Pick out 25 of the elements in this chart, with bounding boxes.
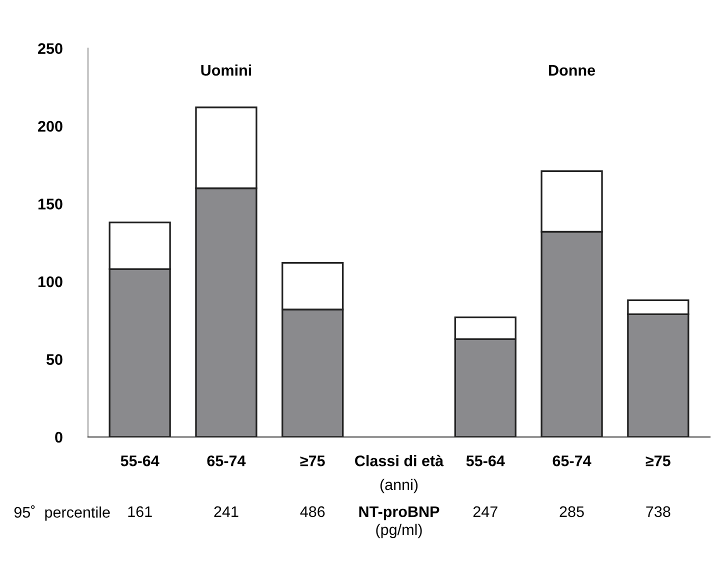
text: (anni) bbox=[380, 478, 418, 494]
text: 95˚ percentile bbox=[14, 505, 110, 521]
y-tick-label: 150 bbox=[38, 198, 62, 210]
y-tick-label: 200 bbox=[38, 120, 62, 132]
text: 241 bbox=[214, 506, 238, 517]
y-tick-label: 250 bbox=[38, 43, 62, 54]
x-tick-label: ≥75 bbox=[300, 456, 325, 466]
x-tick-label: 55-64 bbox=[120, 455, 160, 466]
text: 247 bbox=[473, 506, 498, 517]
x-tick-label: ≥75 bbox=[646, 456, 670, 466]
x-tick-label: 65-74 bbox=[552, 455, 592, 466]
text: 161 bbox=[128, 506, 152, 518]
y-tick-label: 0 bbox=[55, 432, 62, 443]
text: NT-proBNP bbox=[359, 506, 440, 520]
text: 285 bbox=[560, 506, 584, 518]
text: 738 bbox=[646, 506, 670, 518]
annotation: Uomini bbox=[201, 64, 252, 76]
y-tick-label: 50 bbox=[46, 354, 62, 365]
x-tick-label: 55-64 bbox=[466, 455, 505, 466]
text: (pg/ml) bbox=[376, 524, 422, 538]
x-tick-label: 65-74 bbox=[207, 455, 246, 466]
y-tick-label: 100 bbox=[38, 276, 62, 288]
x-tick-label: Classi di età bbox=[355, 454, 444, 466]
text: 486 bbox=[300, 506, 325, 518]
annotation: Donne bbox=[549, 65, 596, 76]
